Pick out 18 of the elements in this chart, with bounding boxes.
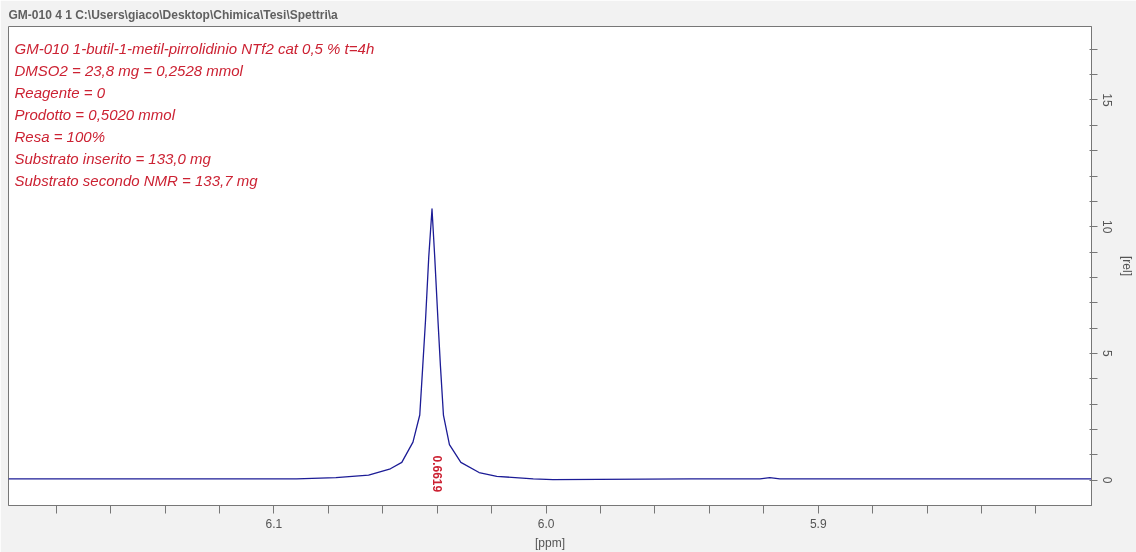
annotation: DMSO2 = 23,8 mg = 0,2528 mmol [14, 61, 244, 79]
x-axis-title: [ppm] [534, 535, 566, 550]
annotation: Resa = 100% [14, 127, 105, 145]
y-axis-title: [rel] [1119, 256, 1134, 277]
annotation: Reagente = 0 [14, 83, 106, 101]
annotation: GM-010 1-butil-1-metil-pirrolidinio NTf2 cat 0,5 % t=4h [14, 39, 375, 57]
y-tick-label: 5 [1099, 350, 1114, 358]
y-tick-label: 15 [1099, 93, 1114, 107]
chart-title: GM-010 4 1 C:\Users\giaco\Desktop\Chimica\Tesi\Spettri\a [8, 7, 339, 22]
annotation: 0.6619 [430, 455, 444, 493]
annotation: Substrato secondo NMR = 133,7 mg [14, 171, 259, 189]
x-tick-label: 5.9 [809, 516, 827, 531]
annotation: Prodotto = 0,5020 mmol [14, 105, 176, 123]
y-tick-label: 10 [1099, 220, 1114, 234]
y-tick-label: 0 [1099, 476, 1114, 484]
x-tick-label: 6.0 [537, 516, 555, 531]
annotation: Substrato inserito = 133,0 mg [14, 149, 212, 167]
x-tick-label: 6.1 [265, 516, 283, 531]
